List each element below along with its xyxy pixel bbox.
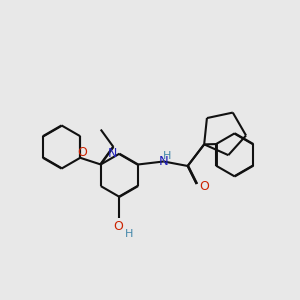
Text: O: O [78,146,88,159]
Text: O: O [199,181,209,194]
Text: N: N [159,155,169,168]
Text: H: H [163,151,171,161]
Text: O: O [113,220,123,233]
Text: H: H [125,230,133,239]
Text: N: N [107,147,117,160]
